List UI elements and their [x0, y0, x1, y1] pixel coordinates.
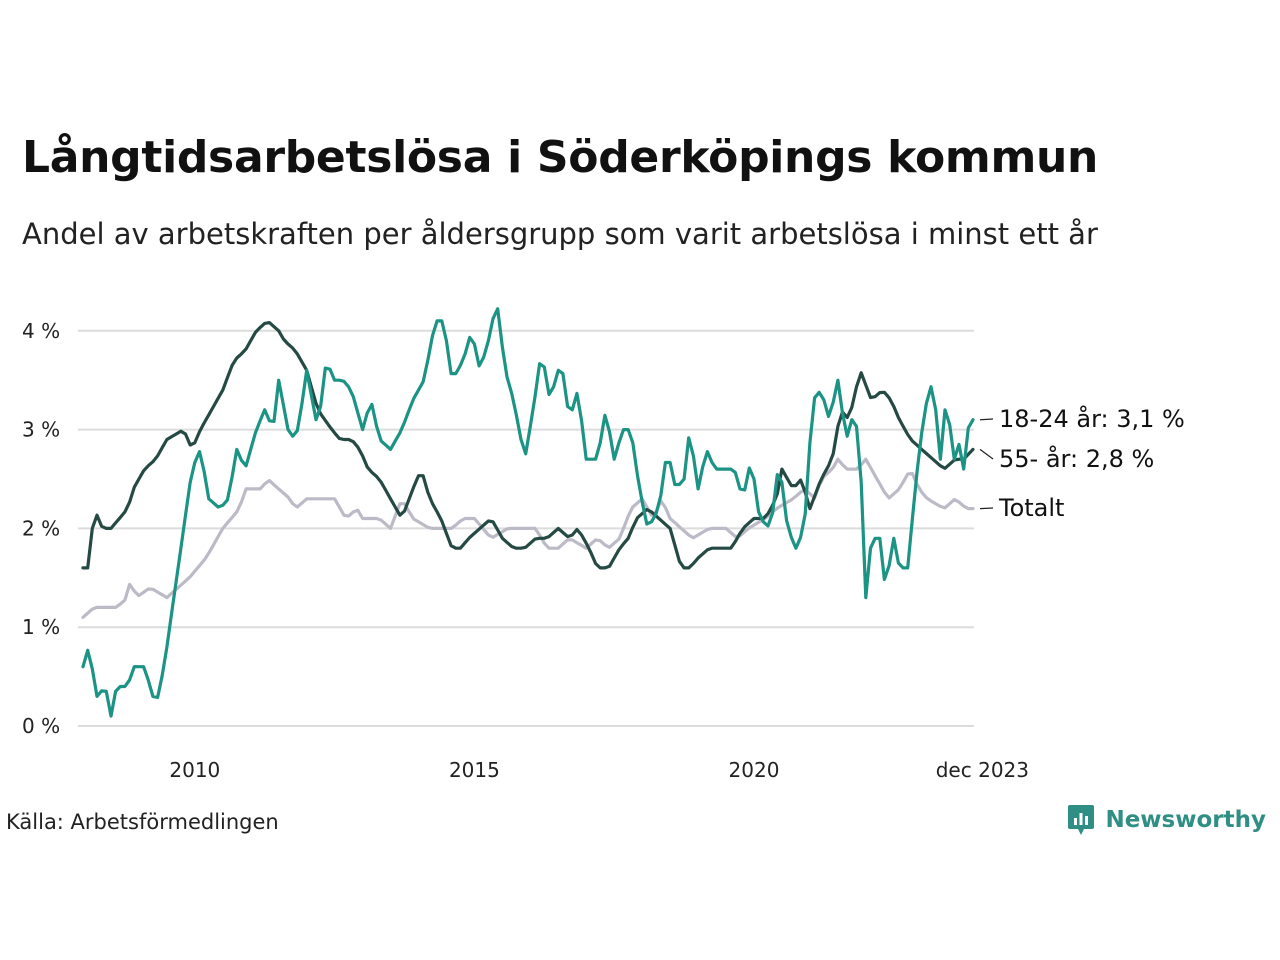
y-tick-label: 2 %: [22, 516, 60, 540]
series-label-connector: [979, 507, 994, 510]
series-lines: [81, 307, 975, 718]
newsworthy-logo: Newsworthy: [1067, 803, 1266, 837]
axes: 0 % 1 % 2 % 3 % 4 % 2010 2015 2020 dec 2023: [22, 319, 1029, 782]
series-line-totalt: [81, 457, 975, 619]
series-label: Totalt: [998, 494, 1064, 522]
series-labels: Totalt 55- år: 2,8 % 18-24 år: 3,1 %: [979, 404, 1185, 522]
y-tick-label: 1 %: [22, 615, 60, 639]
source-note: Källa: Arbetsförmedlingen: [6, 810, 279, 834]
y-tick-label: 4 %: [22, 319, 60, 343]
series-label: 55- år: 2,8 %: [999, 444, 1154, 473]
x-tick-label: 2010: [169, 758, 220, 782]
chart-subtitle: Andel av arbetskraften per åldersgrupp s…: [22, 217, 1098, 251]
series-label: 18-24 år: 3,1 %: [999, 404, 1185, 433]
series-label-connector: [979, 448, 994, 460]
series-label-connector: [979, 418, 994, 421]
chart-title: Långtidsarbetslösa i Söderköpings kommun: [22, 132, 1099, 183]
y-tick-label: 0 %: [22, 714, 60, 738]
y-tick-label: 3 %: [22, 418, 60, 442]
series-line-18-24-r: [81, 307, 975, 718]
x-tick-label: dec 2023: [936, 758, 1029, 782]
x-tick-label: 2020: [729, 758, 780, 782]
newsworthy-logo-text: Newsworthy: [1105, 807, 1266, 833]
series-line-55-r: [81, 321, 975, 570]
newsworthy-logo-icon: [1068, 805, 1095, 835]
x-tick-label: 2015: [449, 758, 500, 782]
